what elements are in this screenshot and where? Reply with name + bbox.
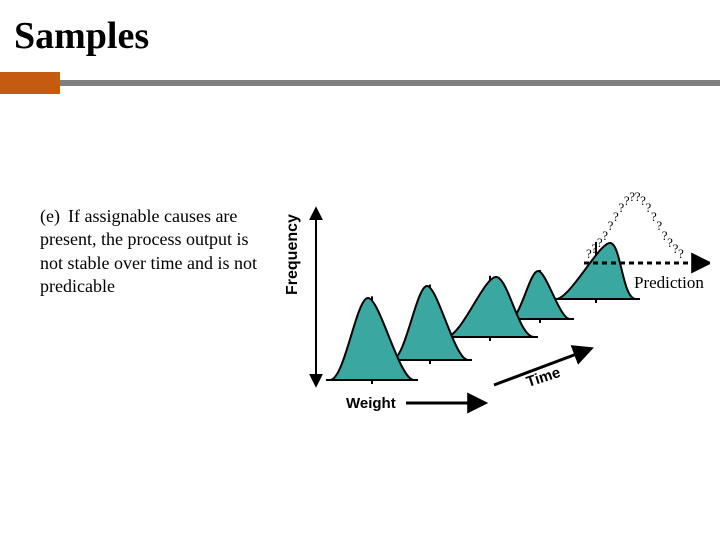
page-title: Samples [0,0,720,58]
distribution-diagram: Frequency Weight Time Prediction ???????… [290,185,710,425]
diagram-svg [290,185,710,425]
accent-block [0,72,60,94]
y-axis-label: Frequency [284,214,302,295]
title-rule [0,72,720,94]
x-axis-label: Weight [346,395,396,412]
rule-line [60,80,720,86]
item-marker: (e) [40,205,68,228]
prediction-label: Prediction [634,273,704,293]
item-text: If assignable causes are present, the pr… [40,206,257,296]
question-mark-icon: ? [678,246,684,262]
body-item: (e)If assignable causes are present, the… [40,205,270,299]
